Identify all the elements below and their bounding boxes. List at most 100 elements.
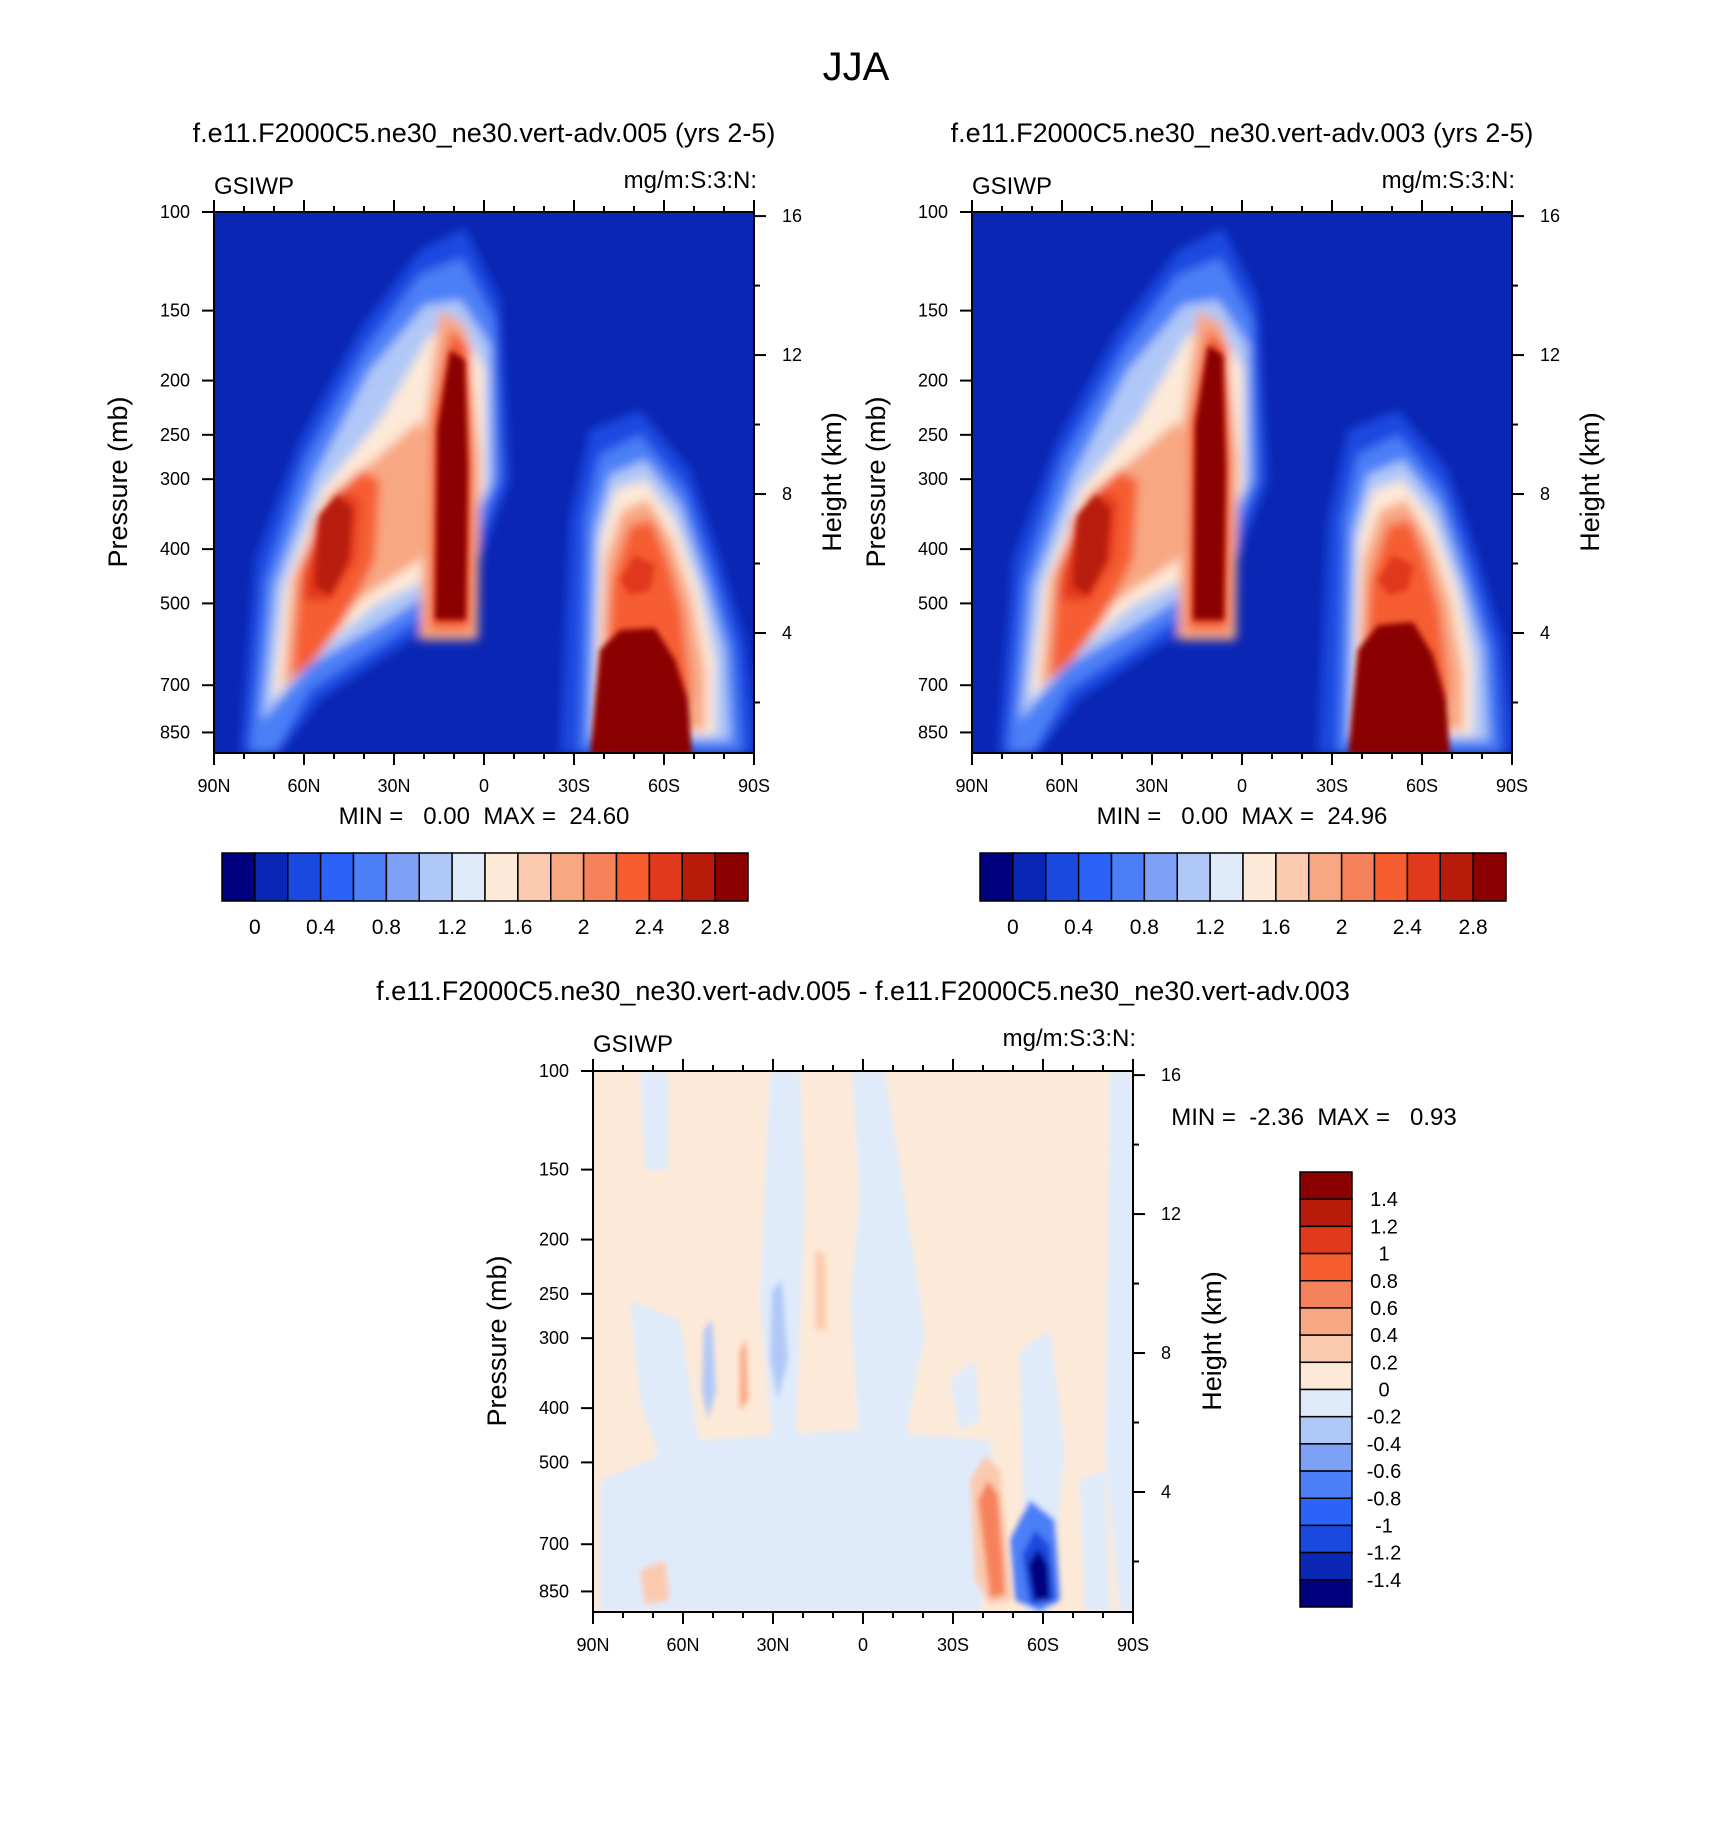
panel-b-colorbar-label: 0.8	[1130, 916, 1159, 939]
panel-c-y2tick-label: 16	[1161, 1065, 1181, 1085]
panel-b-colorbar-label: 1.6	[1261, 916, 1290, 939]
panel-a-colorbar-label: 2.4	[635, 916, 665, 939]
panel-b-left-label: GSIWP	[972, 173, 1052, 200]
panel-a-ytick-label: 700	[160, 675, 190, 695]
panel-c-colorbar-box	[1299, 1307, 1353, 1336]
panel-c-field	[593, 1071, 1133, 1612]
panel-a-colorbar-label: 2	[578, 916, 590, 939]
panel-b-ytick-label: 850	[918, 722, 948, 742]
panel-b-colorbar-box	[1373, 852, 1409, 902]
panel-c-colorbar-label: 1.2	[1370, 1216, 1398, 1238]
panel-c-xtick-label: 60S	[1027, 1635, 1059, 1655]
panel-a-colorbar-box	[484, 852, 519, 902]
panel-b-field	[972, 212, 1512, 753]
panel-b-xtick-label: 90N	[955, 776, 988, 796]
panel-b-y2tick-label: 12	[1540, 345, 1560, 365]
panel-a-colorbar-box	[418, 852, 453, 902]
panel-a-colorbar-box	[254, 852, 289, 902]
panel-c-colorbar-box	[1299, 1225, 1353, 1255]
panel-c-colorbar-label: -1.2	[1367, 1543, 1401, 1565]
panel-b-xtick-label: 0	[1237, 776, 1247, 796]
panel-c-ytick-label: 500	[539, 1452, 569, 1472]
panel-a-colorbar-box	[352, 852, 388, 902]
panel-a-xtick-label: 30S	[558, 776, 590, 796]
panel-b-colorbar-label: 2.4	[1393, 916, 1423, 939]
panel-c-y2tick-label: 8	[1161, 1343, 1171, 1363]
panel-c-colorbar-box	[1299, 1551, 1353, 1581]
panel-b-colorbar-box	[1143, 852, 1178, 902]
panel-b-ytick-label: 400	[918, 539, 948, 559]
panel-c-colorbar-label: -1	[1375, 1515, 1393, 1537]
panel-b-colorbar-box	[1242, 852, 1277, 902]
panel-c-colorbar-box	[1299, 1171, 1353, 1200]
panel-a-xtick-label: 90S	[738, 776, 770, 796]
panel-a-xtick-label: 60S	[648, 776, 680, 796]
panel-a-colorbar: 0 0.4 0.8 1.2 1.6 2 2.4 2.8	[221, 852, 749, 939]
panel-a-ytick-label: 500	[160, 593, 190, 613]
panel-a-ytick-label: 400	[160, 539, 190, 559]
panel-c-ylabel: Pressure (mb)	[482, 1255, 512, 1426]
panel-b-xtick-label: 30N	[1135, 776, 1168, 796]
panel-c-colorbar-label: 1	[1378, 1244, 1389, 1266]
panel-c-colorbar-label: -0.2	[1367, 1407, 1401, 1429]
panel-c-xtick-label: 90N	[576, 1635, 609, 1655]
panel-c-colorbar-box	[1299, 1470, 1353, 1499]
panel-a-colorbar-box	[385, 852, 420, 902]
panel-a-ylabel: Pressure (mb)	[103, 396, 133, 567]
panel-c-stats: MIN = -2.36 MAX = 0.93	[1171, 1104, 1456, 1131]
panel-b-y2tick-label: 16	[1540, 206, 1560, 226]
panel-a-units: mg/m:S:3:N:	[624, 167, 757, 194]
panel-b-colorbar-box	[979, 852, 1014, 902]
panel-c-colorbar-label: -0.8	[1367, 1488, 1401, 1510]
panel-c-colorbar-box	[1299, 1524, 1353, 1554]
panel-c-colorbar-label: -0.4	[1367, 1434, 1401, 1456]
panel-b-colorbar-box	[1406, 852, 1441, 902]
panel-c-ytick-label: 700	[539, 1534, 569, 1554]
panel-b-ytick-label: 250	[918, 425, 948, 445]
panel-a-y2tick-label: 12	[782, 345, 802, 365]
panel-a-colorbar-box	[221, 852, 256, 902]
panel-c-colorbar-box	[1299, 1415, 1353, 1445]
panel-b-xtick-label: 60S	[1406, 776, 1438, 796]
panel-b-y2label: Height (km)	[1575, 412, 1605, 552]
panel-c-y2tick-label: 12	[1161, 1204, 1181, 1224]
figure-title: JJA	[823, 45, 890, 89]
panel-a-xtick-label: 60N	[287, 776, 320, 796]
panel-c-ytick-label: 850	[539, 1581, 569, 1601]
panel-c-colorbar-label: 0.8	[1370, 1271, 1398, 1293]
panel-b-axes: 90N 60N 30N 0 30S 60S 90S 100 150 200 250 300 400 500…	[918, 200, 1560, 796]
panel-b-colorbar: 0 0.4 0.8 1.2 1.6 2 2.4 2.8	[979, 852, 1507, 939]
panel-b-colorbar-box	[1308, 852, 1343, 902]
panel-a-ytick-label: 250	[160, 425, 190, 445]
panel-c-ytick-label: 250	[539, 1284, 569, 1304]
panel-a: f.e11.F2000C5.ne30_ne30.vert-adv.005 (yr…	[103, 118, 847, 939]
panel-c-colorbar-box	[1299, 1334, 1353, 1364]
panel-b-colorbar-label: 2.8	[1459, 916, 1488, 939]
panel-b-colorbar-box	[1110, 852, 1146, 902]
panel-b-xtick-label: 90S	[1496, 776, 1528, 796]
panel-c-xtick-label: 60N	[666, 1635, 699, 1655]
panel-b-xtick-label: 30S	[1316, 776, 1348, 796]
panel-c-xtick-label: 30N	[756, 1635, 789, 1655]
panel-c-colorbar-box	[1299, 1579, 1353, 1608]
panel-c-colorbar-label: 0	[1378, 1380, 1389, 1402]
panel-a-colorbar-box	[319, 852, 355, 902]
panel-a-colorbar-label: 1.6	[503, 916, 532, 939]
panel-b-stats: MIN = 0.00 MAX = 24.96	[1097, 803, 1388, 830]
panel-a-xtick-label: 30N	[377, 776, 410, 796]
panel-a-ytick-label: 300	[160, 469, 190, 489]
panel-a-colorbar-box	[648, 852, 683, 902]
panel-b-xtick-label: 60N	[1045, 776, 1078, 796]
panel-b-colorbar-box	[1275, 852, 1310, 902]
panel-c-y2tick-label: 4	[1161, 1482, 1171, 1502]
panel-a-xtick-label: 0	[479, 776, 489, 796]
panel-c-colorbar-label: -0.6	[1367, 1461, 1401, 1483]
panel-a-colorbar-label: 0	[249, 916, 261, 939]
panel-c-colorbar-box	[1299, 1497, 1353, 1527]
panel-a-xtick-label: 90N	[197, 776, 230, 796]
panel-a-colorbar-box	[681, 852, 716, 902]
panel-a-colorbar-label: 1.2	[438, 916, 467, 939]
panel-a-colorbar-box	[550, 852, 585, 902]
panel-b-units: mg/m:S:3:N:	[1382, 167, 1515, 194]
